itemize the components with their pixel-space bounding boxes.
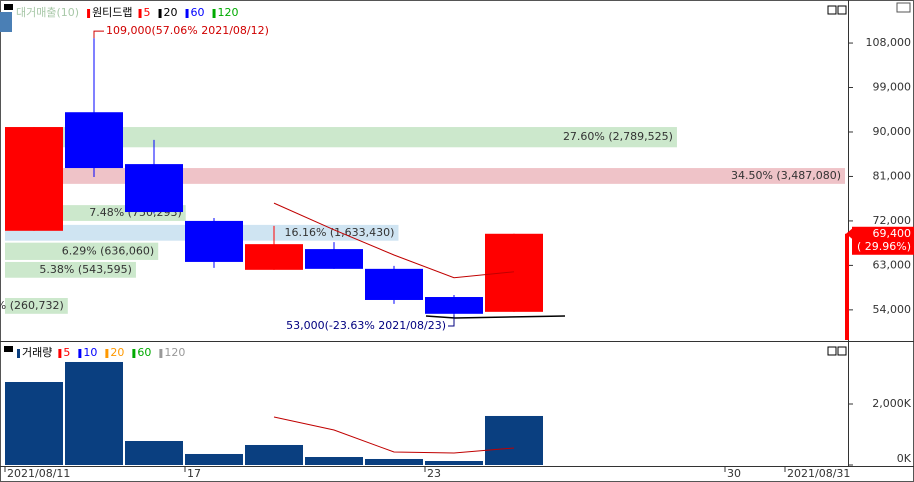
profile-bar	[5, 261, 136, 278]
profile-label: 34.50% (3,487,080)	[731, 169, 841, 182]
y-tick-label: 72,000	[873, 214, 912, 227]
y-tick-label: 81,000	[873, 169, 912, 182]
volume-bar	[65, 361, 123, 465]
x-tick-label: 2021/08/31	[787, 467, 850, 480]
legend-label: 60	[137, 346, 151, 359]
y-tick-label: 0K	[897, 452, 912, 465]
legend-label: 20	[164, 6, 178, 19]
panel-icon	[4, 4, 13, 10]
legend-swatch	[132, 349, 136, 358]
x-tick-label: 17	[187, 467, 201, 480]
volume-bar	[125, 440, 183, 465]
window-button[interactable]	[896, 2, 911, 13]
window-button[interactable]	[837, 346, 847, 356]
legend-swatch	[159, 349, 163, 358]
x-tick-label: 30	[727, 467, 741, 480]
annotation: 53,000(-23.63% 2021/08/23)	[286, 319, 446, 332]
profile-label: 27.60% (2,789,525)	[563, 130, 673, 143]
x-tick-label: 2021/08/11	[7, 467, 70, 480]
annotation-arrow	[93, 30, 104, 39]
legend-swatch	[138, 9, 142, 18]
chart-title: 원티드랩	[92, 6, 132, 19]
legend-label: 120	[164, 346, 185, 359]
y-tick-label: 2,000K	[872, 397, 911, 410]
y-tick-label: 108,000	[866, 36, 912, 49]
profile-label: 5.38% (543,595)	[39, 263, 132, 276]
price-bar	[845, 233, 849, 340]
candle-body	[125, 164, 183, 213]
legend-label: 20	[110, 346, 124, 359]
profile-bar	[5, 127, 677, 148]
candle-body	[185, 220, 243, 262]
candle-body	[425, 297, 483, 314]
volume-bar	[5, 382, 63, 465]
legend-label: 5	[63, 346, 70, 359]
candle-body	[485, 233, 543, 312]
price-tag	[852, 226, 914, 255]
candle-body	[65, 112, 123, 169]
volume-bar	[305, 457, 363, 465]
volume-bar	[245, 444, 303, 465]
volume-bar	[185, 453, 243, 465]
candle-body	[365, 268, 423, 300]
legend-label: 120	[218, 6, 239, 19]
window-button[interactable]	[837, 5, 847, 15]
title-swatch	[17, 349, 20, 358]
window-button[interactable]	[827, 5, 837, 15]
chart-title: 거래량	[22, 346, 52, 359]
candle-body	[5, 127, 63, 231]
profile-bar	[5, 168, 845, 184]
legend-label: 5	[144, 6, 151, 19]
candle-body	[305, 249, 363, 269]
indicator-label: 대거매출(10)	[16, 6, 79, 19]
profile-bar	[5, 242, 159, 260]
profile-label: 2.58% (260,732)	[0, 299, 64, 312]
legend-swatch	[78, 349, 82, 358]
legend-swatch	[158, 9, 162, 18]
y-tick-label: 99,000	[873, 81, 912, 94]
price-tag-change: ( 29.96%)	[857, 240, 911, 253]
annotation: 109,000(57.06% 2021/08/12)	[106, 24, 269, 37]
candle-body	[245, 244, 303, 270]
legend-label: 60	[191, 6, 205, 19]
legend-swatch	[212, 9, 216, 18]
price-tag-pointer	[846, 228, 852, 239]
ma-line	[273, 416, 515, 454]
y-tick-label: 90,000	[873, 125, 912, 138]
volume-bar	[425, 461, 483, 465]
annotation-arrow	[448, 314, 455, 327]
legend-label: 10	[83, 346, 97, 359]
y-tick-label: 63,000	[873, 258, 912, 271]
ma-line	[273, 202, 515, 279]
window-button[interactable]	[827, 346, 837, 356]
profile-label: 6.29% (636,060)	[62, 244, 155, 257]
title-swatch	[87, 9, 91, 18]
profile-bar	[5, 298, 68, 314]
legend-swatch	[58, 349, 62, 358]
panel-icon	[4, 346, 13, 352]
legend-swatch	[105, 349, 109, 358]
volume-bar	[365, 458, 423, 465]
volume-bar	[485, 415, 543, 465]
legend-swatch	[185, 9, 189, 18]
trend-line	[425, 315, 566, 319]
side-button[interactable]	[0, 12, 12, 32]
x-tick-label: 23	[427, 467, 441, 480]
price-tag-label: 69,400	[873, 227, 912, 240]
y-tick-label: 54,000	[873, 303, 912, 316]
